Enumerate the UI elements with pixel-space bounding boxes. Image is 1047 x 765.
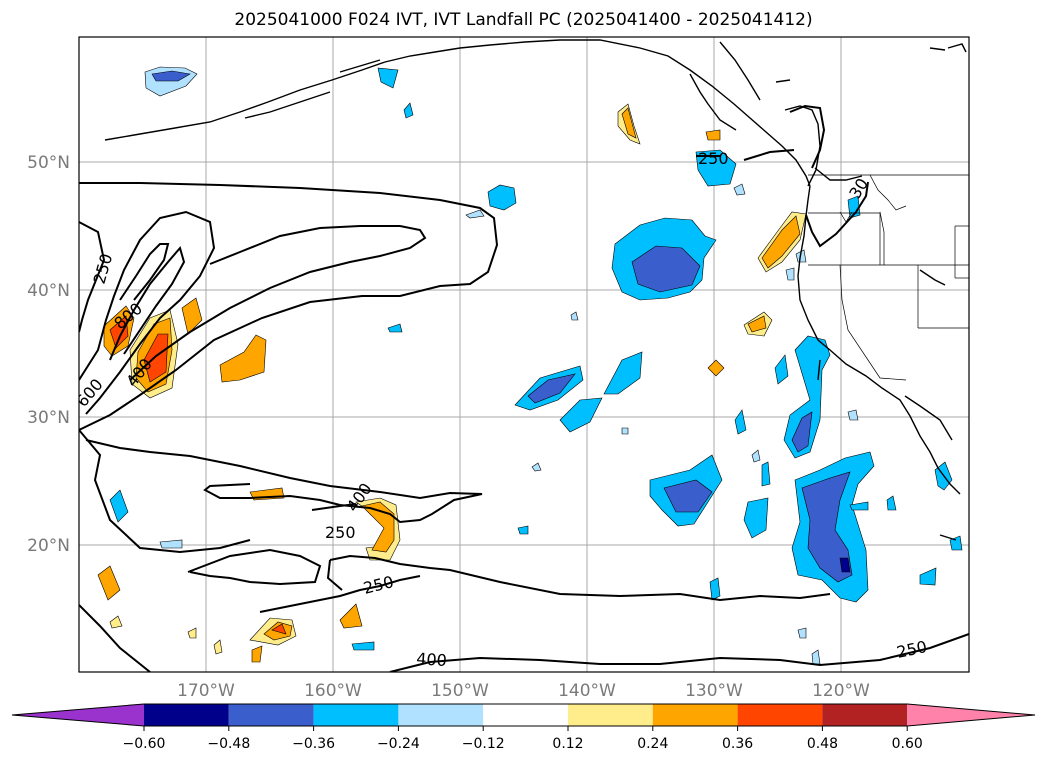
pos-region <box>97 565 121 601</box>
colorbar-extend-high <box>907 704 1035 726</box>
colorbar-tick-label: 0.48 <box>807 736 838 752</box>
colorbar-segment <box>822 704 908 726</box>
neg-region <box>847 195 861 219</box>
pos-region <box>251 645 263 663</box>
ivt-contours <box>79 104 969 672</box>
colorbar-extend-low <box>12 704 144 726</box>
neg-region-peak <box>839 557 851 573</box>
colorbar-tick-label: 0.60 <box>892 736 923 752</box>
contour-label: 250 <box>698 149 729 168</box>
state-boundaries <box>808 174 969 381</box>
colorbar-tick-label: −0.12 <box>462 736 505 752</box>
shaded-regions <box>97 66 963 665</box>
pos-region-core <box>109 315 129 349</box>
pos-region <box>621 107 637 139</box>
neg-region <box>919 567 937 586</box>
longitude-label: 170°W <box>177 681 235 701</box>
neg-region-core <box>151 70 191 82</box>
neg-region <box>783 335 831 459</box>
longitude-label: 150°W <box>431 681 489 701</box>
neg-region <box>785 267 795 281</box>
neg-region <box>603 351 643 395</box>
pos-region <box>109 615 123 629</box>
latitude-labels: 50°N 40°N 30°N 20°N <box>27 153 70 556</box>
neg-region <box>387 323 403 333</box>
neg-region <box>761 461 771 487</box>
neg-region <box>743 497 769 539</box>
pos-region <box>747 315 767 333</box>
neg-region <box>734 409 747 435</box>
coastlines <box>104 39 967 541</box>
colorbar: −0.60 −0.48 −0.36 −0.24 −0.12 0.12 0.24 0.36 0.4… <box>11 703 1036 752</box>
colorbar-segment <box>398 704 484 726</box>
colorbar-segment <box>483 704 568 726</box>
neg-region-core <box>631 245 701 293</box>
neg-region <box>847 409 859 421</box>
colorbar-tick-label: −0.24 <box>377 736 420 752</box>
map-title: 2025041000 F024 IVT, IVT Landfall PC (20… <box>234 10 813 30</box>
neg-region <box>797 627 807 639</box>
colorbar-segment <box>313 704 399 726</box>
neg-region-core <box>663 479 713 513</box>
neg-region <box>559 397 603 433</box>
neg-region <box>159 539 183 549</box>
colorbar-tick-label: −0.36 <box>292 736 335 752</box>
longitude-label: 130°W <box>685 681 743 701</box>
pos-region <box>761 215 801 269</box>
neg-region-core <box>791 411 813 453</box>
neg-region-core <box>527 373 576 404</box>
pos-region <box>339 603 363 629</box>
neg-region <box>487 184 517 211</box>
latitude-label: 50°N <box>27 153 70 173</box>
pos-region <box>705 129 721 141</box>
contour-label: 250 <box>325 523 356 542</box>
colorbar-segment <box>568 704 653 726</box>
neg-region <box>849 501 869 511</box>
contour-label: 400 <box>416 649 448 670</box>
longitude-label: 160°W <box>304 681 362 701</box>
longitude-label: 140°W <box>558 681 616 701</box>
pos-region-core <box>271 623 287 635</box>
latitude-label: 30°N <box>27 408 70 428</box>
neg-region <box>403 102 414 119</box>
neg-region <box>886 495 897 511</box>
latitude-label: 40°N <box>27 281 70 301</box>
neg-region <box>109 489 129 523</box>
colorbar-segment <box>228 704 314 726</box>
longitude-label: 120°W <box>812 681 870 701</box>
latitude-label: 20°N <box>27 536 70 556</box>
longitude-labels: 170°W 160°W 150°W 140°W 130°W 120°W <box>177 681 870 701</box>
neg-region-core <box>801 471 853 583</box>
neg-region <box>517 525 529 535</box>
pos-region <box>361 501 395 553</box>
pos-region <box>213 639 223 655</box>
colorbar-tick-label: 0.36 <box>722 736 753 752</box>
neg-region <box>774 354 789 385</box>
colorbar-tick-label: −0.60 <box>123 736 166 752</box>
neg-region <box>695 149 737 187</box>
colorbar-tick-label: 0.12 <box>552 736 583 752</box>
neg-region <box>570 311 579 321</box>
pos-region-core <box>143 333 169 383</box>
colorbar-segment <box>737 704 823 726</box>
colorbar-segment <box>652 704 738 726</box>
neg-region <box>709 577 721 601</box>
pos-region <box>181 297 203 335</box>
neg-region <box>531 462 542 472</box>
neg-region <box>465 209 485 219</box>
map-frame <box>78 36 970 673</box>
pos-region <box>219 334 267 383</box>
pos-region <box>707 359 725 377</box>
colorbar-segment <box>144 704 229 726</box>
colorbar-tick-label: −0.48 <box>207 736 250 752</box>
neg-region <box>351 641 375 651</box>
pos-region <box>187 627 197 639</box>
colorbar-tick-label: 0.24 <box>637 736 668 752</box>
neg-region <box>733 183 746 196</box>
neg-region <box>377 67 399 89</box>
neg-region <box>621 427 629 435</box>
neg-region <box>751 449 761 463</box>
